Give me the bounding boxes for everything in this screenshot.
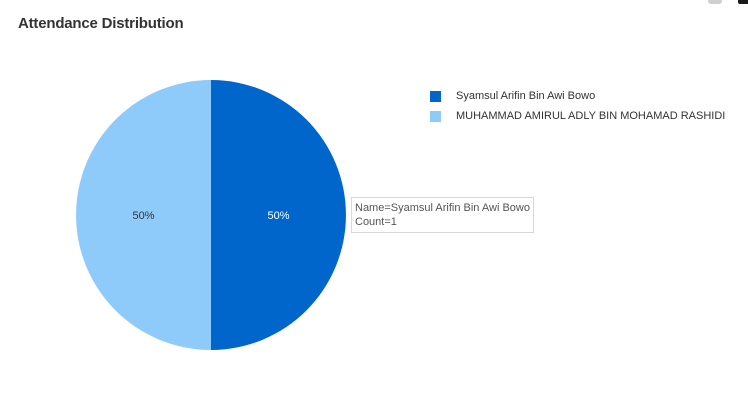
bar-chart-icon[interactable]: [738, 0, 748, 4]
tooltip-name: Name=Syamsul Arifin Bin Awi Bowo: [355, 202, 530, 214]
legend-item[interactable]: MUHAMMAD AMIRUL ADLY BIN MOHAMAD RASHIDI: [430, 106, 725, 126]
legend: Syamsul Arifin Bin Awi Bowo MUHAMMAD AMI…: [430, 86, 725, 126]
pie-slice[interactable]: [211, 80, 346, 350]
slice-percent-label: 50%: [267, 210, 289, 222]
tooltip-count: Count=1: [355, 216, 397, 228]
chart-title: Attendance Distribution: [18, 15, 184, 32]
legend-item[interactable]: Syamsul Arifin Bin Awi Bowo: [430, 86, 725, 106]
hover-tooltip: Name=Syamsul Arifin Bin Awi Bowo Count=1: [351, 197, 534, 233]
legend-label: Syamsul Arifin Bin Awi Bowo: [456, 90, 596, 102]
legend-label: MUHAMMAD AMIRUL ADLY BIN MOHAMAD RASHIDI: [456, 110, 726, 122]
pie-slice[interactable]: [76, 80, 211, 350]
legend-swatch: [430, 90, 441, 102]
slice-percent-label: 50%: [132, 210, 154, 222]
legend-swatch: [430, 110, 441, 122]
camera-icon[interactable]: [708, 0, 722, 4]
